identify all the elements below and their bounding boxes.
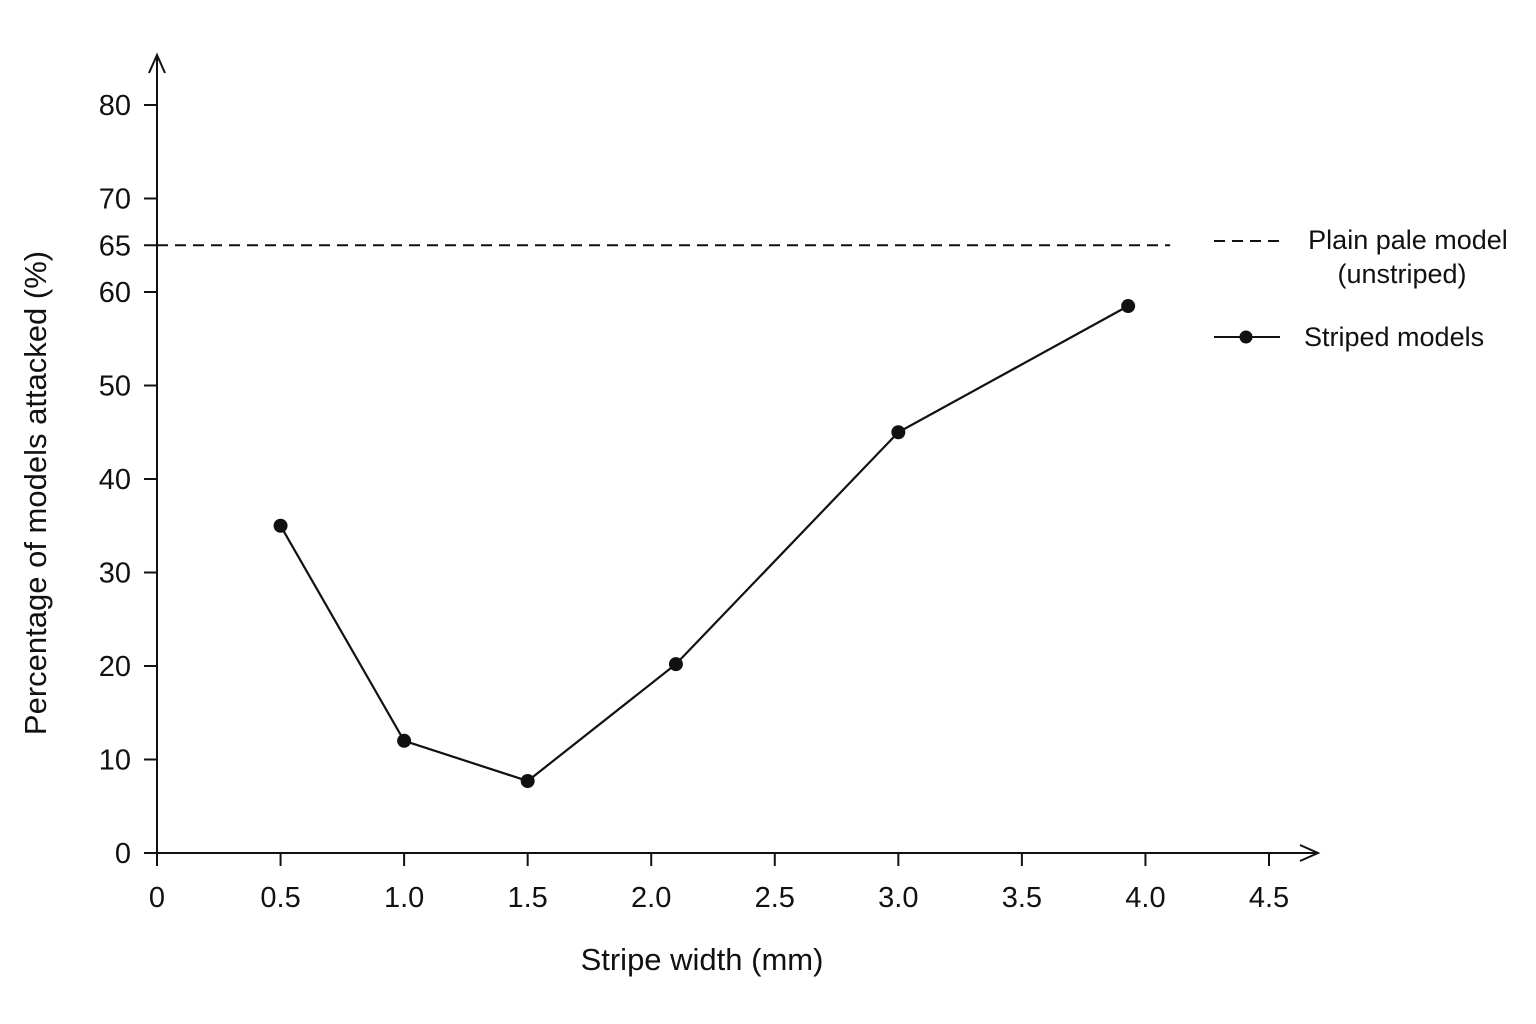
x-tick-label: 1.0 — [384, 882, 424, 914]
axes — [148, 52, 1321, 862]
x-tick-label: 0 — [149, 882, 165, 914]
x-tick-label: 2.0 — [631, 882, 671, 914]
data-point — [520, 774, 535, 789]
legend: Plain pale model (unstriped) Striped mod… — [1214, 225, 1508, 352]
y-tick-label: 50 — [99, 371, 131, 403]
x-tick-label: 1.5 — [508, 882, 548, 914]
x-tick-label: 4.0 — [1125, 882, 1165, 914]
legend-marker-dot-icon — [1239, 330, 1253, 344]
x-tick-label: 3.5 — [1002, 882, 1042, 914]
x-tick-label: 2.5 — [755, 882, 795, 914]
legend-label-unstriped: (unstriped) — [1337, 259, 1466, 289]
y-tick-label: 70 — [99, 184, 131, 216]
x-axis-arrow-icon — [1299, 844, 1321, 862]
y-tick-label: 20 — [99, 651, 131, 683]
legend-label-plain-pale-model: Plain pale model — [1308, 225, 1508, 255]
y-tick-label: 65 — [99, 230, 131, 262]
x-tick-label: 3.0 — [878, 882, 918, 914]
x-tick-label: 4.5 — [1249, 882, 1289, 914]
y-ticks: 0 10 20 30 40 50 60 65 70 80 — [99, 90, 157, 870]
y-tick-label: 10 — [99, 745, 131, 777]
y-axis-arrow-icon — [148, 52, 166, 74]
y-tick-label: 40 — [99, 464, 131, 496]
y-tick-label: 60 — [99, 277, 131, 309]
series-line-striped-models — [279, 305, 1129, 783]
data-point — [273, 518, 288, 533]
data-point — [1121, 299, 1136, 314]
x-tick-label: 0.5 — [260, 882, 300, 914]
x-axis-title: Stripe width (mm) — [581, 942, 824, 977]
y-tick-label: 30 — [99, 558, 131, 590]
x-ticks: 0 0.5 1.0 1.5 2.0 2.5 3.0 3.5 4.0 4.5 — [149, 853, 1289, 914]
y-tick-label: 80 — [99, 90, 131, 122]
series-points — [273, 299, 1136, 789]
data-point — [397, 733, 412, 748]
y-tick-label: 0 — [115, 838, 131, 870]
y-axis-title: Percentage of models attacked (%) — [18, 251, 53, 735]
data-point — [891, 425, 906, 440]
data-point — [668, 657, 683, 672]
legend-label-striped-models: Striped models — [1304, 322, 1484, 352]
